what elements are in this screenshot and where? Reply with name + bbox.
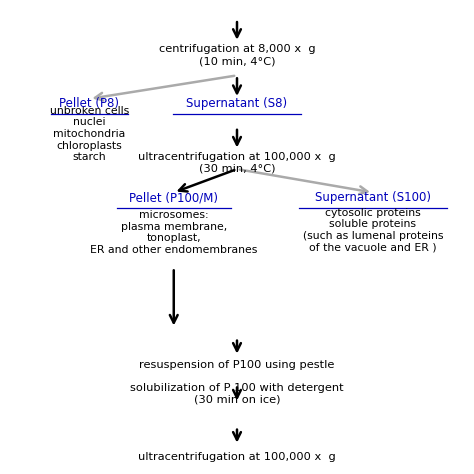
Text: Supernatant (S8): Supernatant (S8) <box>186 98 288 110</box>
Text: ultracentrifugation at 100,000 x  g
(30 min, 4°C): ultracentrifugation at 100,000 x g (30 m… <box>138 152 336 174</box>
Text: centrifugation at 8,000 x  g
(10 min, 4°C): centrifugation at 8,000 x g (10 min, 4°C… <box>159 45 315 66</box>
Text: microsomes:
plasma membrane,
tonoplast,
ER and other endomembranes: microsomes: plasma membrane, tonoplast, … <box>90 210 257 255</box>
Text: solubilization of P 100 with detergent
(30 min on ice): solubilization of P 100 with detergent (… <box>130 383 344 405</box>
Text: cytosolic proteins
soluble proteins
(such as lumenal proteins
of the vacuole and: cytosolic proteins soluble proteins (suc… <box>302 208 443 252</box>
Text: Pellet (P8): Pellet (P8) <box>59 98 119 110</box>
Text: ultracentrifugation at 100,000 x  g: ultracentrifugation at 100,000 x g <box>138 452 336 462</box>
Text: resuspension of P100 using pestle: resuspension of P100 using pestle <box>139 360 335 370</box>
Text: unbroken cells
nuclei
mitochondria
chloroplasts
starch: unbroken cells nuclei mitochondria chlor… <box>50 106 129 162</box>
Text: Pellet (P100/M): Pellet (P100/M) <box>129 191 218 204</box>
Text: Supernatant (S100): Supernatant (S100) <box>315 191 431 204</box>
